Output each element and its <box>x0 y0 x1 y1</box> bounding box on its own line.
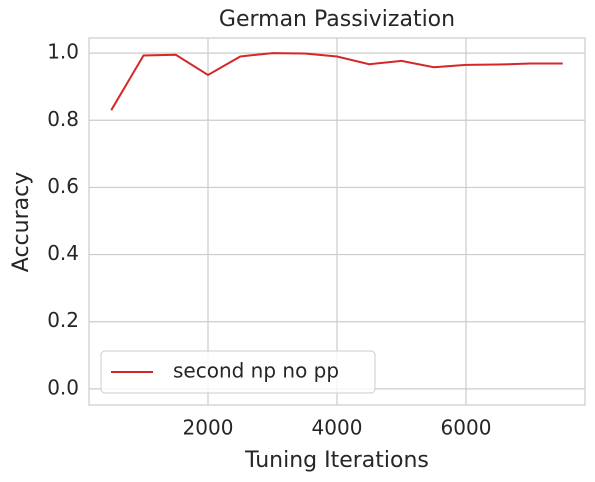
x-axis-label: Tuning Iterations <box>244 448 429 473</box>
x-tick-label: 2000 <box>183 416 234 440</box>
chart-title: German Passivization <box>219 7 455 32</box>
line <box>110 52 563 111</box>
legend-label: second np no pp <box>173 359 339 383</box>
y-tick-label: 0.8 <box>47 107 79 131</box>
plot-frame <box>88 37 586 406</box>
y-tick-label: 0.4 <box>47 241 79 265</box>
y-tick-label: 0.0 <box>47 375 79 399</box>
legend-box <box>100 350 376 394</box>
x-tick-label: 4000 <box>312 416 363 440</box>
y-tick-label: 0.2 <box>47 308 79 332</box>
y-axis-label: Accuracy <box>9 172 34 272</box>
x-tick-label: 6000 <box>441 416 492 440</box>
y-tick-label: 1.0 <box>47 40 79 64</box>
y-tick-label: 0.6 <box>47 174 79 198</box>
